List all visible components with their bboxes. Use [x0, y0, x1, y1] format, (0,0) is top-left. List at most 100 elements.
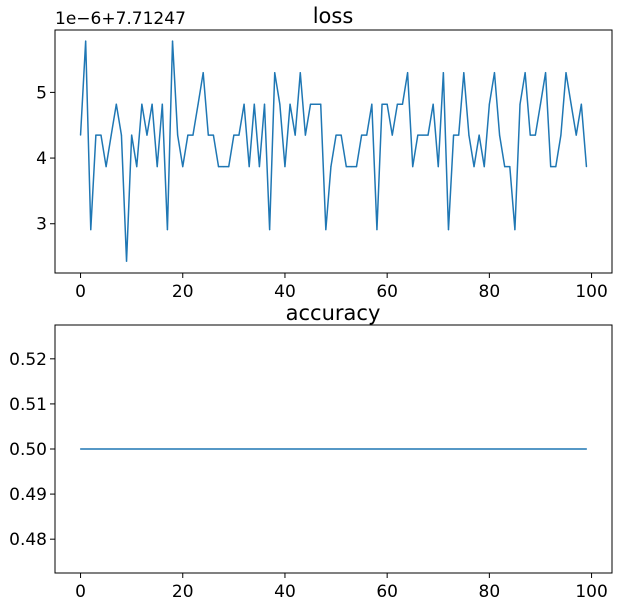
loss-data-point [263, 103, 266, 105]
loss-chart-title: loss [313, 4, 354, 28]
loss-data-point [366, 134, 368, 136]
loss-data-point [565, 72, 567, 74]
loss-data-point [223, 166, 225, 168]
loss-data-point [258, 166, 261, 168]
loss-data-point [371, 103, 373, 105]
loss-data-point [192, 134, 194, 136]
loss-data-point [315, 103, 317, 105]
loss-data-point [386, 103, 388, 105]
loss-data-point [233, 134, 235, 136]
loss-data-point [483, 166, 485, 168]
loss-series-line [79, 40, 588, 262]
accuracy-data-point [79, 448, 82, 450]
loss-y-tick-label: 4 [36, 149, 47, 169]
loss-data-point [575, 134, 577, 136]
loss-data-point [197, 103, 199, 105]
loss-data-point [509, 166, 511, 168]
loss-data-point [284, 166, 286, 168]
loss-data-point [355, 166, 358, 168]
loss-data-point [79, 134, 82, 136]
loss-data-point [151, 103, 153, 105]
loss-data-point [85, 40, 87, 42]
loss-plot-frame [54, 29, 613, 274]
loss-data-point [361, 134, 363, 136]
loss-data-point [504, 166, 506, 168]
loss-data-point [269, 229, 271, 231]
loss-data-point [95, 134, 97, 136]
accuracy-y-tick-label: 0.52 [9, 350, 47, 370]
accuracy-x-tick-label: 60 [376, 582, 398, 602]
loss-x-tick-label: 60 [376, 282, 398, 302]
loss-data-point [447, 229, 450, 231]
loss-data-point [412, 166, 414, 168]
loss-data-point [381, 103, 383, 105]
loss-data-point [248, 166, 250, 168]
loss-data-point [560, 134, 562, 136]
loss-x-tick-label: 20 [172, 282, 194, 302]
loss-data-point [238, 134, 240, 136]
loss-data-point [534, 134, 536, 136]
loss-data-point [437, 166, 439, 168]
loss-data-point [376, 229, 378, 231]
loss-data-point [228, 166, 230, 168]
loss-data-point [330, 166, 332, 168]
loss-data-point [550, 166, 552, 168]
loss-data-point [294, 134, 296, 136]
loss-data-point [309, 103, 312, 105]
loss-data-point [539, 103, 542, 105]
loss-data-point [171, 40, 174, 42]
loss-data-point [345, 166, 347, 168]
loss-data-point [427, 134, 429, 136]
loss-data-point [166, 229, 169, 231]
loss-data-point [279, 103, 281, 105]
loss-data-point [488, 103, 490, 105]
loss-data-point [212, 134, 215, 136]
loss-data-point [207, 134, 209, 136]
accuracy-chart-title: accuracy [286, 301, 381, 325]
loss-data-point [335, 134, 337, 136]
loss-data-point [580, 103, 582, 105]
loss-data-point [115, 103, 117, 105]
loss-data-point [320, 103, 322, 105]
loss-data-point [432, 103, 434, 105]
loss-data-point [458, 134, 460, 136]
loss-data-point [422, 134, 424, 136]
accuracy-data-point [585, 448, 588, 450]
loss-data-point [141, 103, 143, 105]
loss-data-point [182, 166, 184, 168]
loss-data-point [156, 166, 158, 168]
loss-data-point [110, 134, 112, 136]
loss-data-point [289, 103, 291, 105]
loss-data-point [136, 166, 138, 168]
loss-data-point [468, 134, 470, 136]
loss-data-point [391, 134, 393, 136]
loss-data-point [217, 166, 220, 168]
loss-data-point [473, 166, 475, 168]
accuracy-x-tick-label: 20 [172, 582, 194, 602]
loss-data-point [274, 72, 276, 74]
loss-data-point [524, 72, 526, 74]
loss-x-tick-label: 0 [75, 282, 86, 302]
loss-data-point [478, 134, 480, 136]
loss-y-tick-label: 3 [36, 215, 47, 235]
loss-data-point [177, 134, 179, 136]
loss-data-point [463, 72, 465, 74]
loss-x-tick-label: 40 [274, 282, 296, 302]
accuracy-x-tick-label: 0 [75, 582, 86, 602]
accuracy-plot-frame [54, 324, 613, 574]
loss-x-tick-label: 80 [479, 282, 501, 302]
accuracy-x-tick-label: 100 [575, 582, 607, 602]
loss-data-point [100, 134, 102, 136]
loss-data-point [585, 166, 588, 168]
loss-data-point [417, 134, 419, 136]
loss-data-point [519, 103, 521, 105]
loss-data-point [544, 72, 547, 74]
loss-data-point [493, 72, 496, 74]
loss-data-point [131, 134, 133, 136]
loss-data-point [253, 103, 255, 105]
loss-data-point [161, 103, 163, 105]
loss-data-point [570, 103, 572, 105]
loss-data-point [406, 72, 409, 74]
loss-data-point [452, 134, 455, 136]
